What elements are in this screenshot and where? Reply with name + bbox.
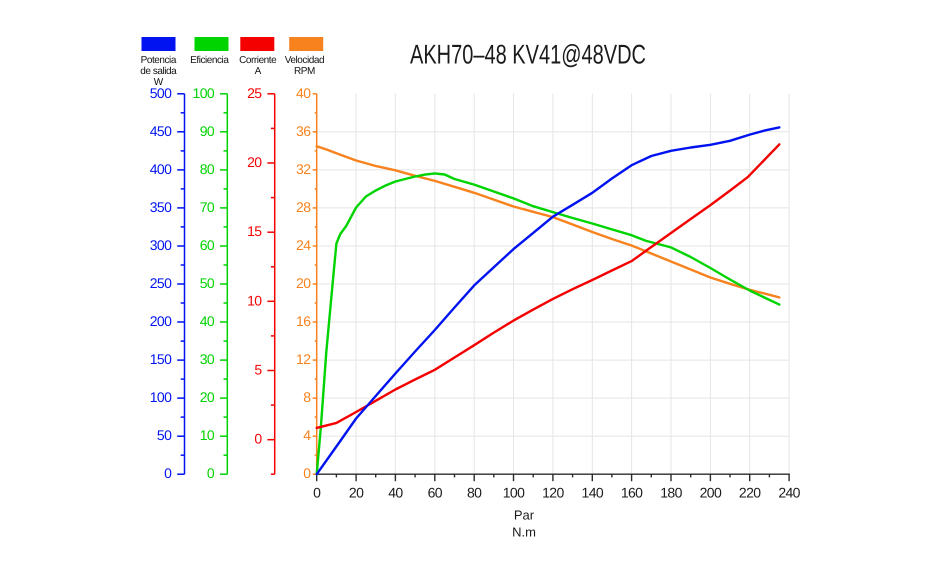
svg-text:20: 20 [296,275,311,291]
svg-text:140: 140 [582,484,604,500]
svg-text:50: 50 [157,427,172,443]
svg-text:40: 40 [388,484,403,500]
svg-text:450: 450 [150,123,172,139]
svg-text:0: 0 [254,431,262,447]
svg-text:0: 0 [207,465,215,481]
svg-text:80: 80 [467,484,482,500]
svg-text:20: 20 [349,484,364,500]
svg-text:5: 5 [254,362,262,378]
svg-text:36: 36 [296,123,311,139]
svg-text:8: 8 [303,389,311,405]
svg-text:500: 500 [150,85,172,101]
svg-text:100: 100 [150,389,172,405]
svg-text:70: 70 [200,199,215,215]
svg-text:W: W [154,77,164,88]
svg-text:400: 400 [150,161,172,177]
svg-text:20: 20 [200,389,215,405]
svg-text:24: 24 [296,237,311,253]
svg-text:250: 250 [150,275,172,291]
svg-text:180: 180 [660,484,682,500]
svg-text:350: 350 [150,199,172,215]
svg-text:AKH70–48 KV41@48VDC: AKH70–48 KV41@48VDC [410,40,646,70]
svg-text:32: 32 [296,161,311,177]
svg-text:0: 0 [164,465,172,481]
svg-text:30: 30 [200,351,215,367]
svg-text:RPM: RPM [294,66,315,77]
svg-text:240: 240 [778,484,800,500]
svg-text:4: 4 [303,427,311,443]
svg-text:Velocidad: Velocidad [285,55,324,66]
svg-text:28: 28 [296,199,311,215]
svg-text:15: 15 [247,223,262,239]
svg-text:0: 0 [303,465,311,481]
svg-text:60: 60 [200,237,215,253]
svg-text:A: A [255,66,262,77]
svg-text:10: 10 [200,427,215,443]
svg-text:Corriente: Corriente [239,55,277,66]
svg-text:90: 90 [200,123,215,139]
svg-text:120: 120 [542,484,564,500]
svg-text:40: 40 [296,85,311,101]
svg-text:200: 200 [150,313,172,329]
svg-text:Par: Par [514,508,535,523]
svg-text:10: 10 [247,292,262,308]
svg-text:100: 100 [193,85,215,101]
svg-text:12: 12 [296,351,311,367]
svg-text:220: 220 [739,484,761,500]
svg-text:100: 100 [503,484,525,500]
svg-text:N.m: N.m [512,525,536,540]
svg-text:150: 150 [150,351,172,367]
svg-text:60: 60 [428,484,443,500]
svg-text:300: 300 [150,237,172,253]
svg-text:160: 160 [621,484,643,500]
svg-text:Eficiencia: Eficiencia [190,55,229,66]
svg-text:de salida: de salida [140,66,177,77]
svg-text:0: 0 [313,484,321,500]
svg-text:20: 20 [247,154,262,170]
svg-text:25: 25 [247,85,262,101]
svg-text:Potencia: Potencia [141,55,177,66]
svg-text:200: 200 [700,484,722,500]
svg-text:80: 80 [200,161,215,177]
svg-text:50: 50 [200,275,215,291]
svg-text:40: 40 [200,313,215,329]
svg-text:16: 16 [296,313,311,329]
